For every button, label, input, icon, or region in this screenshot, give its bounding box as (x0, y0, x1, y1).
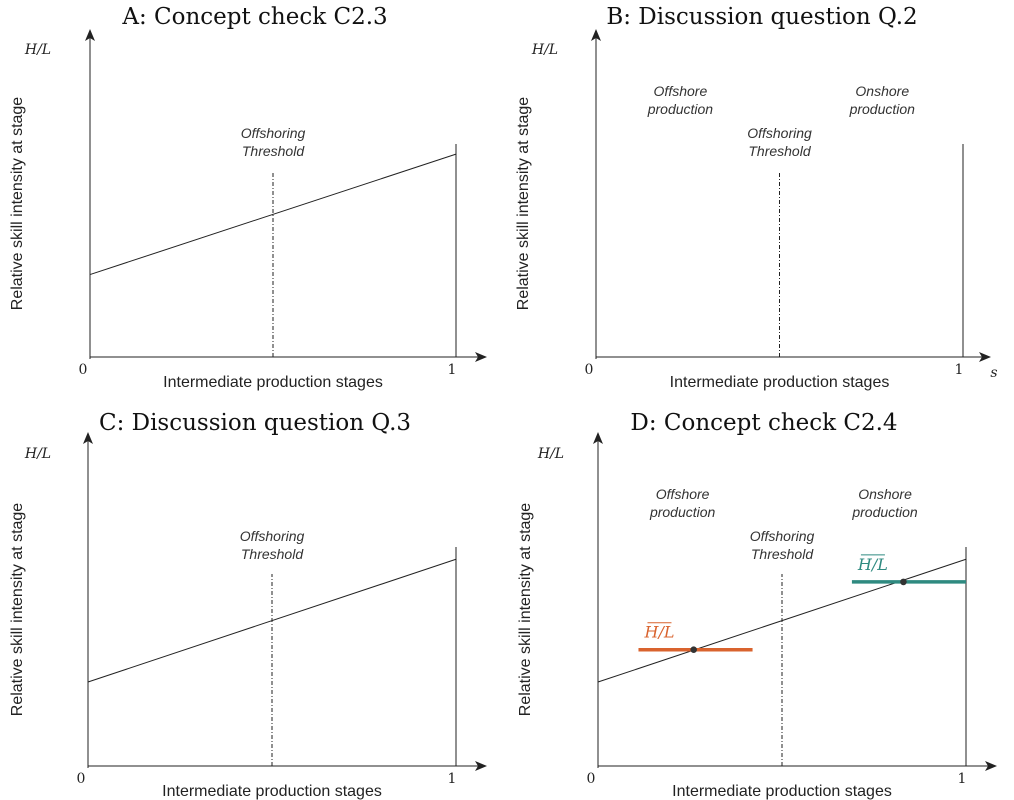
onshore-average-point (900, 578, 907, 586)
x-axis-label: Intermediate production stages (162, 783, 382, 800)
onshore-production-label: production (851, 504, 918, 520)
offshore-production-label: Offshore (654, 83, 708, 99)
x-axis-label: Intermediate production stages (670, 374, 890, 391)
x-tick-label: 1 (958, 771, 967, 787)
offshore-average-label: H/L (643, 623, 674, 642)
panel-title: C: Discussion question Q.3 (99, 410, 411, 436)
y-axis-label: Relative skill intensity at stage (9, 97, 26, 311)
skill-intensity-line (89, 153, 457, 276)
threshold-label: Threshold (748, 143, 811, 159)
x-tick-label: 1 (448, 362, 457, 378)
y-axis-label: Relative skill intensity at stage (515, 97, 532, 311)
offshore-production-label: Offshore (656, 486, 710, 502)
onshore-average-label: H/L (857, 555, 888, 574)
threshold-label: Offshoring (750, 528, 815, 544)
threshold-label: Offshoring (241, 125, 306, 141)
x-tick-label: 0 (79, 362, 88, 378)
threshold-label: Threshold (242, 143, 305, 159)
skill-intensity-line (87, 558, 457, 683)
offshore-average-point (690, 646, 697, 654)
offshore-production-label: production (649, 504, 716, 520)
y-axis-label: Relative skill intensity at stage (9, 503, 26, 717)
x-tick-label: 1 (955, 362, 964, 378)
x-tick-label: 0 (585, 362, 594, 378)
x-tick-label: 0 (587, 771, 596, 787)
y-axis-label: Relative skill intensity at stage (517, 503, 534, 717)
threshold-label: Offshoring (240, 528, 305, 544)
y-axis-variable: H/L (537, 446, 564, 462)
offshore-production-label: production (647, 101, 714, 117)
y-axis-variable: H/L (531, 42, 558, 58)
x-tick-label: 1 (448, 771, 457, 787)
onshore-production-label: production (849, 101, 916, 117)
panel-d: D: Concept check C2.4 H/L Relative skill i… (517, 410, 997, 800)
panel-a: A: Concept check C2.3 H/L Relative skill i… (9, 4, 487, 391)
x-tick-label: 0 (77, 771, 86, 787)
x-axis-label: Intermediate production stages (163, 374, 383, 391)
y-axis-variable: H/L (24, 42, 51, 58)
panel-c: C: Discussion question Q.3 H/L Relative sk… (9, 410, 487, 800)
x-axis-variable: s (990, 365, 997, 381)
y-axis-variable: H/L (24, 446, 51, 462)
panel-title: B: Discussion question Q.2 (606, 4, 917, 30)
panel-title: D: Concept check C2.4 (630, 410, 897, 436)
threshold-label: Threshold (751, 546, 814, 562)
panel-b: B: Discussion question Q.2 H/L Relative sk… (515, 4, 998, 391)
threshold-label: Offshoring (747, 125, 812, 141)
onshore-production-label: Onshore (855, 83, 909, 99)
x-axis-label: Intermediate production stages (672, 783, 892, 800)
onshore-production-label: Onshore (858, 486, 912, 502)
panel-title: A: Concept check C2.3 (121, 4, 387, 30)
threshold-label: Threshold (241, 546, 304, 562)
